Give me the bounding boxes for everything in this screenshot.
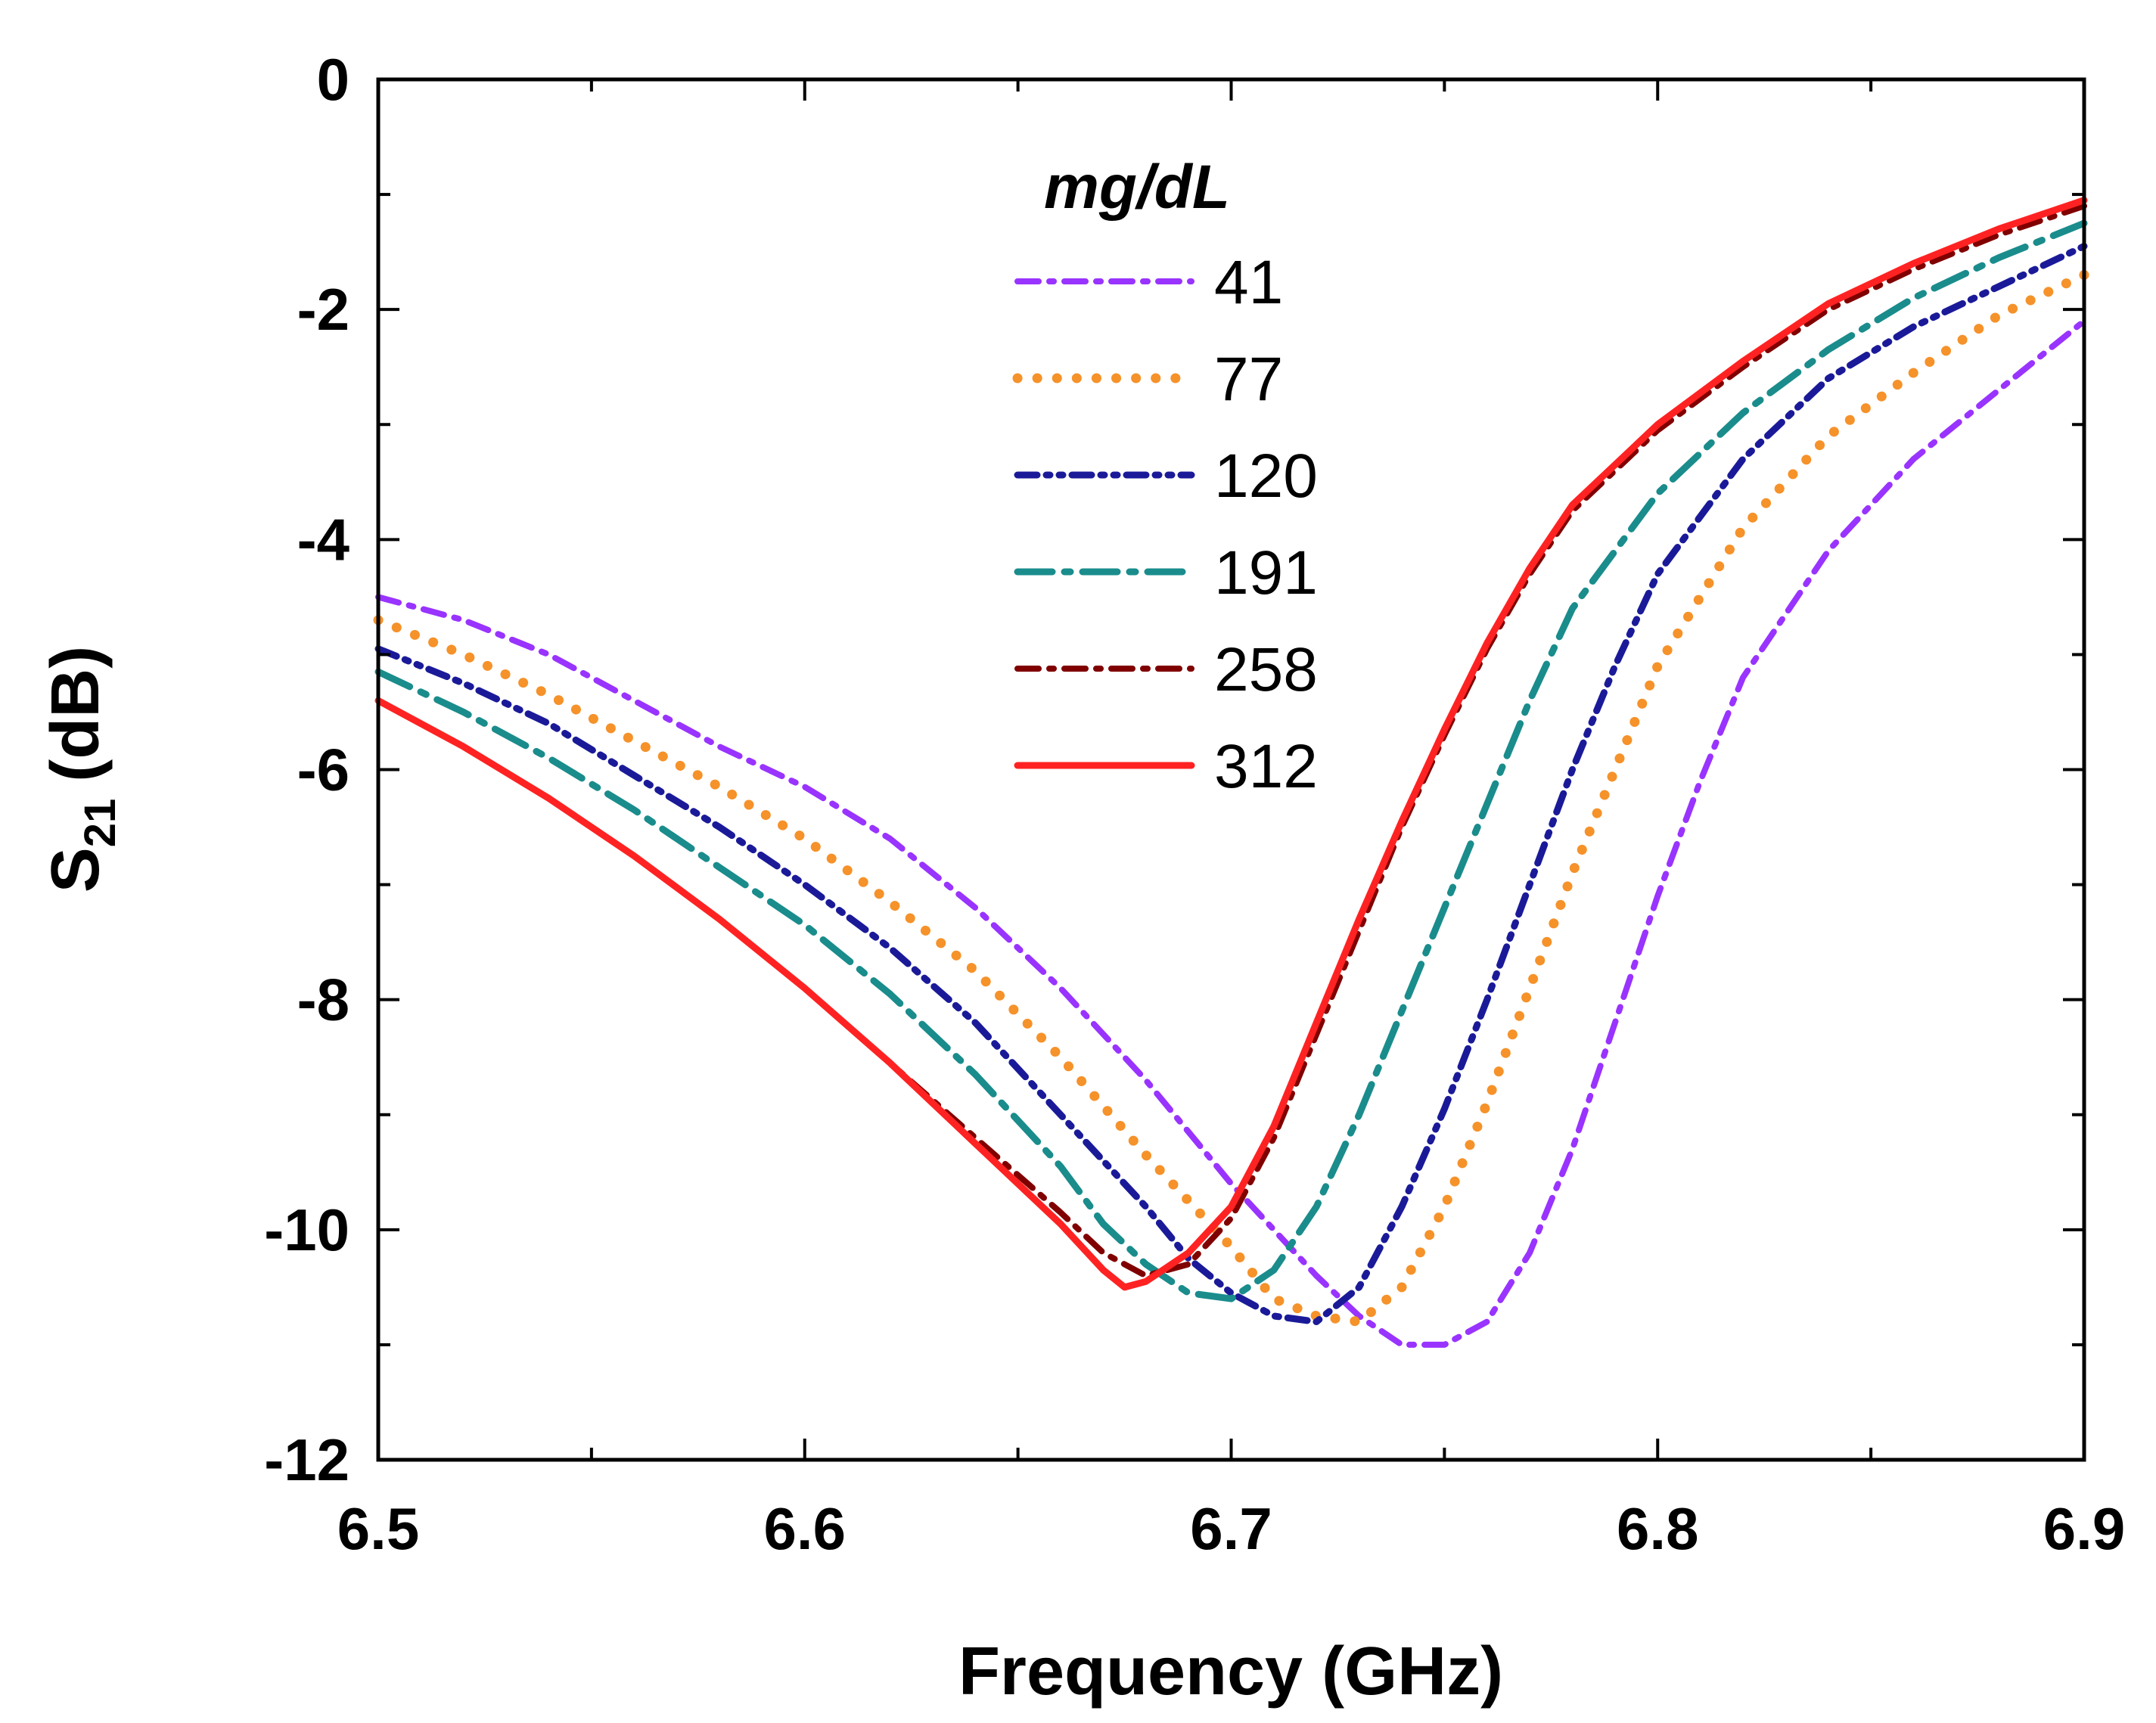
series-line-312 (374, 197, 2088, 1291)
x-tick-label: 6.5 (337, 1495, 419, 1562)
legend-item-120: 120 (1014, 442, 1318, 511)
legend-label: 258 (1214, 635, 1318, 704)
legend-label: 41 (1214, 248, 1283, 317)
legend-item-312: 312 (1014, 732, 1318, 801)
x-tick-label: 6.7 (1190, 1495, 1272, 1562)
legend-item-41: 41 (1014, 248, 1283, 317)
legend-title: mg/dL (1044, 153, 1230, 222)
y-tick-label: -10 (264, 1197, 349, 1263)
legend-item-77: 77 (1012, 345, 1283, 414)
y-tick-label: -2 (297, 276, 349, 343)
legend: mg/dL 41 77 120 191 258 312 (1012, 153, 1318, 801)
x-tick-label: 6.6 (764, 1495, 846, 1562)
series-layer (373, 197, 2089, 1348)
series-line-41 (375, 318, 2087, 1348)
x-tick-label: 6.9 (2043, 1495, 2125, 1562)
y-tick-label: -4 (297, 506, 349, 573)
y-axis-title-main: S (38, 847, 113, 893)
legend-item-258: 258 (1014, 635, 1318, 704)
y-tick-label: -6 (297, 737, 349, 803)
plot-area (373, 77, 2089, 1462)
legend-label: 191 (1214, 539, 1318, 607)
y-tick-label: -12 (264, 1427, 349, 1493)
y-axis-title-unit: (dB) (38, 646, 113, 782)
x-axis-title: Frequency (GHz) (958, 1634, 1503, 1709)
svg-text:S21(dB): S21 (dB) (38, 646, 125, 893)
tick-layer (377, 78, 2086, 1461)
series-line-77 (373, 270, 2089, 1327)
legend-item-191: 191 (1014, 539, 1318, 607)
legend-label: 120 (1214, 442, 1318, 511)
legend-label: 77 (1214, 345, 1283, 414)
x-tick-label: 6.8 (1617, 1495, 1698, 1562)
series-line-120 (374, 243, 2088, 1325)
legend-label: 312 (1214, 732, 1318, 801)
y-axis-title: S21 (dB) (38, 646, 125, 893)
y-tick-label: -8 (297, 967, 349, 1033)
series-line-191 (374, 219, 2088, 1302)
y-axis-title-sub: 21 (76, 799, 125, 848)
y-tick-label: 0 (317, 46, 349, 113)
